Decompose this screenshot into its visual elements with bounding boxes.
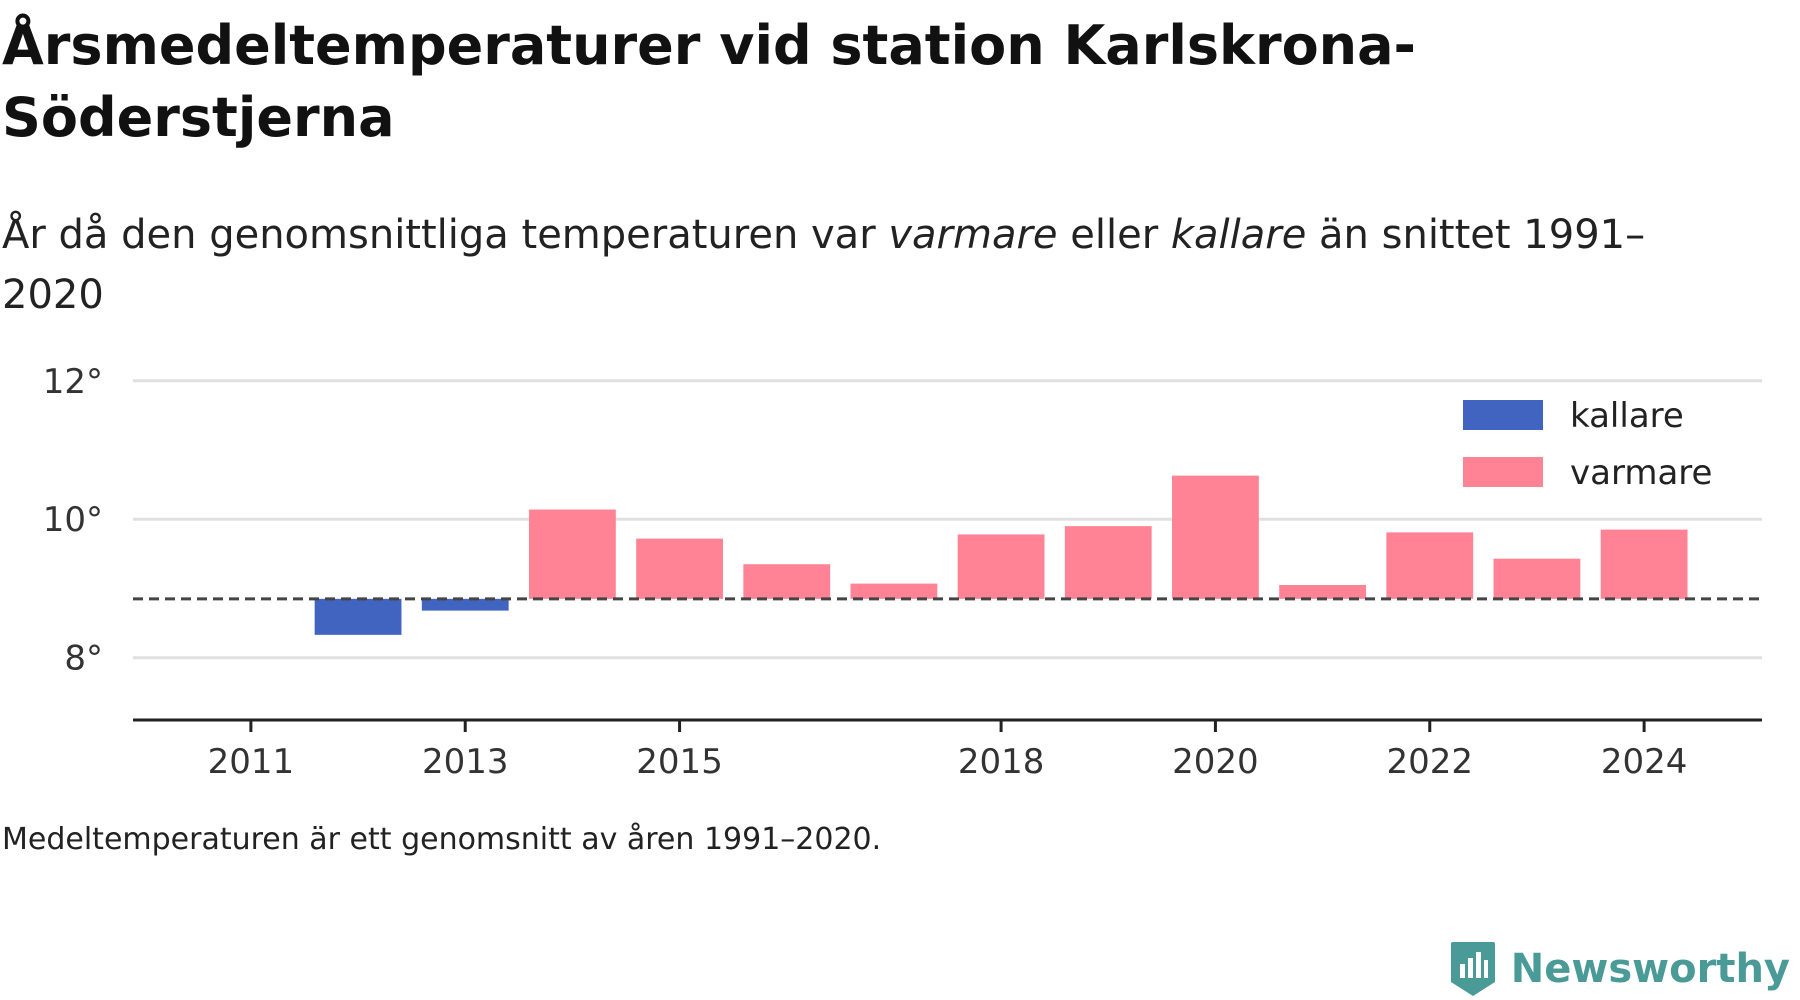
bar-2012: [314, 598, 402, 635]
x-tick-label-2020: 2020: [1172, 742, 1259, 782]
x-tick-label-2013: 2013: [422, 742, 509, 782]
y-tick-label-12: 12°: [43, 362, 103, 402]
bar-2024: [1600, 529, 1688, 599]
bar-2018: [957, 534, 1045, 599]
subtitle-part-2: eller: [1057, 212, 1171, 258]
x-tick-label-2018: 2018: [958, 742, 1045, 782]
x-tick-label-2024: 2024: [1601, 742, 1688, 782]
chart-subtitle: År då den genomsnittliga temperaturen va…: [2, 205, 1722, 325]
subtitle-part-1: År då den genomsnittliga temperaturen va…: [2, 212, 889, 258]
x-tick-label-2015: 2015: [636, 742, 723, 782]
grid-lines: [133, 379, 1762, 660]
chart-footnote: Medeltemperaturen är ett genomsnitt av å…: [2, 822, 882, 857]
bar-2019: [1064, 526, 1152, 599]
newsworthy-logo-icon: [1450, 942, 1495, 996]
legend-swatch-warm: [1463, 457, 1543, 487]
axes: 8° 10° 12° 2011 2013 2015 2018 2020 2022 2024: [43, 362, 1762, 782]
legend: kallare varmare: [1463, 396, 1712, 493]
bar-2013: [421, 598, 509, 611]
legend-label-cold: kallare: [1570, 396, 1684, 436]
subtitle-warm-word: varmare: [888, 212, 1058, 258]
brand: Newsworthy: [1449, 940, 1790, 998]
y-tick-label-8: 8°: [64, 639, 103, 679]
bar-2014: [528, 509, 616, 599]
legend-label-warm: varmare: [1570, 453, 1712, 493]
bar-2016: [743, 564, 831, 599]
x-tick-label-2022: 2022: [1387, 742, 1474, 782]
bar-2021: [1279, 585, 1367, 599]
y-tick-label-10: 10°: [43, 500, 103, 540]
temperature-bar-chart: 8° 10° 12° 2011 2013 2015 2018 2020 2022 2024 kal…: [43, 362, 1762, 782]
legend-swatch-cold: [1463, 400, 1543, 430]
bar-2015: [636, 538, 723, 599]
bars: [314, 475, 1688, 635]
bar-2023: [1493, 558, 1581, 599]
brand-name: Newsworthy: [1510, 946, 1790, 992]
bar-2017: [850, 583, 938, 599]
subtitle-cold-word: kallare: [1170, 212, 1307, 258]
x-tick-label-2011: 2011: [208, 742, 295, 782]
chart-title: Årsmedeltemperaturer vid station Karlskr…: [2, 14, 1416, 149]
subtitle-part-3: än snittet 1991–2020: [2, 212, 1646, 318]
bar-2022: [1386, 532, 1474, 599]
bar-2020: [1172, 475, 1259, 599]
